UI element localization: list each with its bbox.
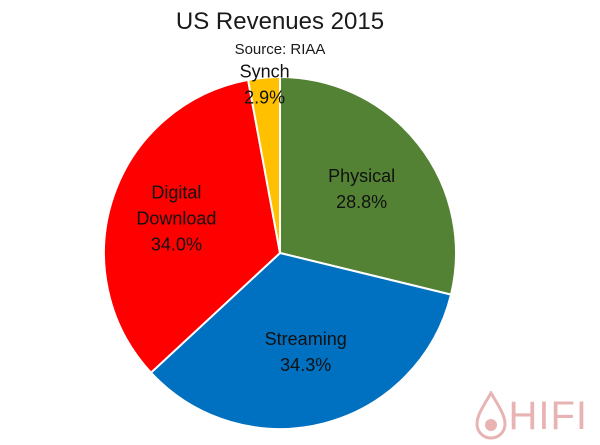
- slice-category-label: Physical: [328, 166, 395, 186]
- pie-slice-streaming: [149, 251, 453, 430]
- slice-category-label: Download: [136, 209, 216, 229]
- chart-subtitle: Source: RIAA: [234, 41, 326, 58]
- slice-category-label: Streaming: [265, 329, 347, 349]
- watermark: HIFI: [474, 391, 588, 441]
- pie-slice-physical: [279, 75, 457, 296]
- watermark-text: HIFI: [508, 393, 588, 438]
- slice-value-label: 34.0%: [151, 235, 202, 255]
- slice-value-label: 28.8%: [336, 192, 387, 212]
- slice-category-label: Synch: [240, 62, 290, 82]
- pie-slices: [103, 75, 457, 430]
- drop-logo-icon: [475, 391, 507, 440]
- pie-labels: Physical 28.8% Streaming 34.3% Digital Downlo…: [136, 62, 395, 375]
- chart-title: US Revenues 2015: [175, 8, 385, 35]
- pie-slice-digital-download: [103, 78, 282, 375]
- slice-value-label: 34.3%: [280, 355, 331, 375]
- slice-value-label: 2.9%: [244, 88, 285, 108]
- pie-slice-synch: [246, 75, 281, 254]
- slice-category-label: Digital: [151, 183, 201, 203]
